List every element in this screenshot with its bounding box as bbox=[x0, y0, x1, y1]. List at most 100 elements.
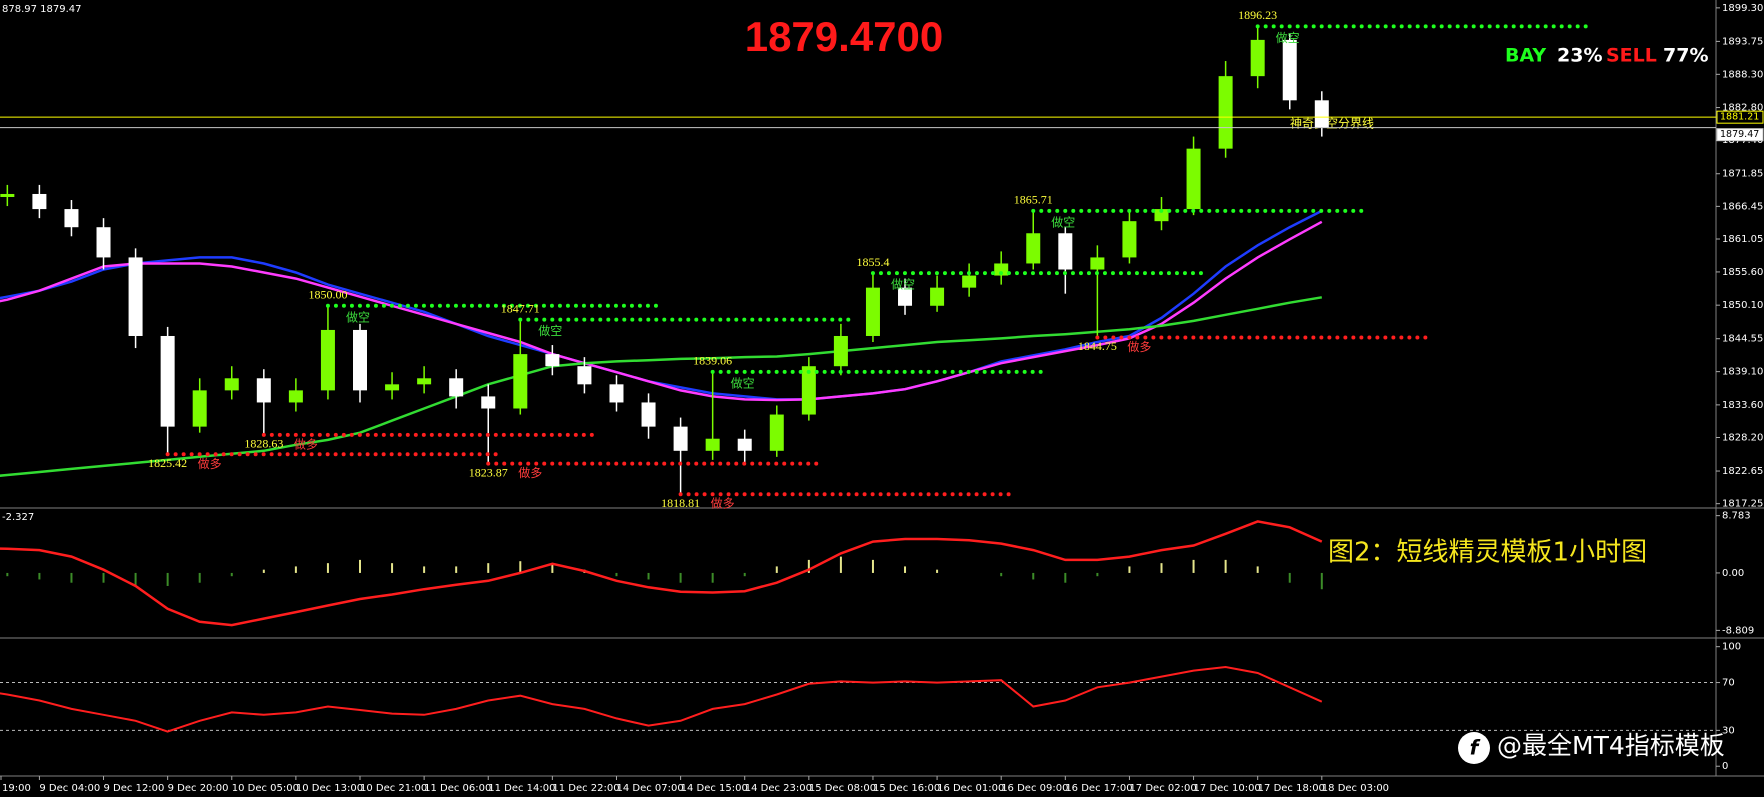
candle-body bbox=[128, 257, 143, 336]
long-signal: 做多 bbox=[518, 465, 542, 480]
candle-body bbox=[96, 227, 111, 258]
candle-body bbox=[353, 329, 367, 391]
candle-body bbox=[1154, 209, 1169, 222]
swing-label: 1896.23 bbox=[1238, 8, 1277, 22]
candle-body bbox=[160, 335, 175, 427]
y-tick-label: 70 bbox=[1722, 678, 1735, 689]
y-tick-label: 1833.60 bbox=[1722, 400, 1763, 411]
x-tick-label: 17 Dec 02:00 bbox=[1129, 783, 1196, 794]
x-tick-label: 11 Dec 14:00 bbox=[488, 783, 555, 794]
short-signal: 做空 bbox=[538, 323, 562, 338]
candle-body bbox=[1282, 39, 1297, 101]
price-box-label: 1879.47 bbox=[1720, 129, 1759, 140]
y-tick-label: 30 bbox=[1722, 725, 1735, 736]
watermark: @最全MT4指标模板 bbox=[1497, 731, 1725, 760]
candle-body bbox=[609, 384, 624, 403]
candle-body bbox=[865, 287, 880, 336]
candle-body bbox=[962, 275, 977, 288]
x-tick-label: 17 Dec 10:00 bbox=[1194, 783, 1261, 794]
long-signal: 做多 bbox=[1127, 339, 1151, 354]
y-tick-label: 1822.65 bbox=[1722, 466, 1763, 477]
swing-label: 1850.00 bbox=[308, 288, 347, 302]
y-tick-label: 1828.20 bbox=[1722, 433, 1763, 444]
y-tick-label: 0 bbox=[1722, 761, 1728, 772]
swing-label: 1839.06 bbox=[693, 354, 732, 368]
x-tick-label: 18 Dec 03:00 bbox=[1322, 783, 1389, 794]
y-tick-label: 1899.30 bbox=[1722, 3, 1763, 14]
candle-body bbox=[898, 287, 913, 306]
y-tick-label: -8.809 bbox=[1722, 625, 1754, 636]
y-tick-label: 1866.45 bbox=[1722, 201, 1763, 212]
x-tick-label: 10 Dec 05:00 bbox=[232, 783, 299, 794]
swing-label: 1865.71 bbox=[1014, 193, 1053, 207]
candle-body bbox=[1122, 221, 1137, 258]
x-tick-label: 14 Dec 15:00 bbox=[681, 783, 748, 794]
candle-body bbox=[1058, 233, 1073, 270]
long-signal: 做多 bbox=[198, 456, 222, 471]
candle-body bbox=[320, 329, 335, 391]
y-tick-label: 1844.55 bbox=[1722, 334, 1763, 345]
y-tick-label: 1839.10 bbox=[1722, 367, 1763, 378]
macd-current-value: -2.327 bbox=[2, 512, 34, 523]
y-tick-label: 1888.30 bbox=[1722, 69, 1763, 80]
caption: 图2：短线精灵模板1小时图 bbox=[1328, 538, 1647, 568]
indicator-line bbox=[0, 665, 1323, 733]
swing-label: 1847.71 bbox=[501, 301, 540, 315]
y-tick-label: 100 bbox=[1722, 642, 1741, 653]
candle-body bbox=[930, 287, 945, 306]
candle-body bbox=[673, 426, 688, 451]
y-tick-label: 1893.75 bbox=[1722, 36, 1763, 47]
x-tick-label: 16 Dec 09:00 bbox=[1001, 783, 1068, 794]
y-tick-label: 1882.80 bbox=[1722, 103, 1763, 114]
x-tick-label: 10 Dec 21:00 bbox=[360, 783, 427, 794]
x-tick-label: 19:00 bbox=[2, 783, 31, 794]
short-signal: 做空 bbox=[346, 309, 370, 324]
x-tick-label: 11 Dec 06:00 bbox=[424, 783, 491, 794]
candle-body bbox=[417, 378, 432, 385]
candle-body bbox=[1186, 148, 1201, 210]
candle-body bbox=[1090, 257, 1105, 270]
candle-body bbox=[1026, 233, 1041, 264]
swing-label: 1855.4 bbox=[856, 255, 889, 269]
long-signal: 做多 bbox=[294, 436, 318, 451]
candle-body bbox=[545, 354, 560, 367]
x-tick-label: 14 Dec 23:00 bbox=[745, 783, 812, 794]
swing-label: 1823.87 bbox=[469, 465, 508, 479]
long-signal: 做多 bbox=[711, 496, 735, 511]
candle-body bbox=[481, 396, 496, 409]
indicator-line bbox=[0, 220, 1323, 402]
y-tick-label: 8.783 bbox=[1722, 511, 1751, 522]
price-box bbox=[1716, 128, 1764, 142]
x-tick-label: 15 Dec 16:00 bbox=[873, 783, 940, 794]
x-tick-label: 16 Dec 01:00 bbox=[937, 783, 1004, 794]
y-tick-label: 1861.05 bbox=[1722, 234, 1763, 245]
candle-body bbox=[256, 378, 271, 403]
candle-body bbox=[449, 378, 464, 397]
x-tick-label: 16 Dec 17:00 bbox=[1065, 783, 1132, 794]
candle-body bbox=[513, 354, 528, 409]
x-tick-label: 9 Dec 04:00 bbox=[39, 783, 100, 794]
swing-label: 1828.63 bbox=[244, 437, 283, 451]
logo bbox=[1458, 732, 1490, 764]
y-tick-label: 1871.85 bbox=[1722, 169, 1763, 180]
swing-label: 1825.42 bbox=[148, 456, 187, 470]
sell-percent: 77% bbox=[1663, 45, 1708, 67]
candle-body bbox=[577, 366, 592, 385]
short-signal: 做空 bbox=[731, 375, 755, 390]
short-signal: 做空 bbox=[1276, 30, 1300, 45]
candle-body bbox=[705, 438, 720, 451]
price-box-label: 1881.21 bbox=[1720, 112, 1759, 123]
candle-body bbox=[224, 378, 239, 391]
divider-label: 神奇多空分界线 bbox=[1290, 117, 1374, 131]
x-tick-label: 9 Dec 20:00 bbox=[168, 783, 229, 794]
candle-body bbox=[1314, 100, 1329, 128]
swing-label: 1818.81 bbox=[661, 496, 700, 510]
indicator-line bbox=[0, 520, 1323, 627]
x-tick-label: 15 Dec 08:00 bbox=[809, 783, 876, 794]
header-prices: 878.97 1879.47 bbox=[2, 4, 82, 15]
y-tick-label: 1855.60 bbox=[1722, 267, 1763, 278]
sell-label: SELL bbox=[1606, 45, 1657, 67]
candle-body bbox=[0, 193, 15, 197]
